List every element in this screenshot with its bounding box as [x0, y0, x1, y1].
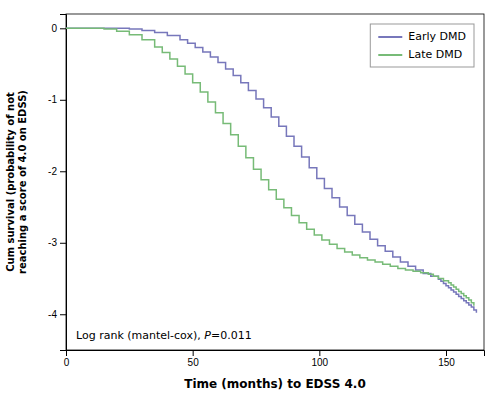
y-tick: -4: [48, 309, 66, 320]
plot: 0 50 100 150 0 -1 -2 -3 -4 Log rank (mantel-cox),…: [48, 14, 484, 368]
y-tick-label: -3: [48, 237, 57, 248]
annotation-part: =0.011: [211, 329, 252, 342]
y-tick-label: -2: [48, 166, 57, 177]
x-tick-label: 50: [188, 357, 200, 368]
x-axis: 0 50 100 150: [64, 350, 485, 368]
chart: 0 50 100 150 0 -1 -2 -3 -4 Log rank (mantel-cox),…: [0, 0, 500, 396]
legend-item: Late DMD: [378, 48, 462, 61]
x-tick: 50: [188, 350, 200, 368]
y-tick: -3: [48, 237, 66, 248]
x-tick: 150: [438, 350, 455, 368]
y-tick: -2: [48, 166, 66, 177]
y-axis-line: [60, 15, 67, 351]
y-tick: -1: [48, 94, 66, 105]
legend-item: Early DMD: [378, 30, 466, 43]
x-axis-line: [67, 351, 485, 357]
series-line: [66, 28, 474, 305]
y-axis: 0 -1 -2 -3 -4: [48, 15, 66, 351]
y-tick-label: -4: [48, 309, 57, 320]
y-tick-label: 0: [51, 23, 57, 34]
x-tick-mark: [319, 350, 320, 356]
series-line: [66, 28, 476, 313]
annotation-part: Log rank (mantel-cox),: [76, 329, 204, 342]
y-axis-title: Cum survival (probability of notreaching…: [5, 90, 28, 274]
legend: Early DMD Late DMD: [370, 24, 474, 67]
y-tick-mark: [60, 243, 66, 244]
x-tick-mark: [193, 350, 194, 356]
annotation: Log rank (mantel-cox), P=0.011: [76, 329, 252, 342]
y-tick-mark: [60, 28, 66, 29]
y-tick-label: -1: [48, 94, 57, 105]
y-tick-mark: [60, 100, 66, 101]
y-tick-mark: [60, 171, 66, 172]
y-tick-mark: [60, 314, 66, 315]
x-tick-label: 150: [438, 357, 455, 368]
legend-swatch: [378, 54, 402, 56]
legend-swatch: [378, 36, 402, 38]
legend-box: [370, 24, 474, 67]
y-tick: 0: [51, 23, 66, 34]
legend-label: Early DMD: [408, 30, 466, 43]
x-tick-label: 0: [64, 357, 70, 368]
x-axis-title: Time (months) to EDSS 4.0: [184, 377, 365, 391]
legend-label: Late DMD: [408, 48, 462, 61]
x-tick-label: 100: [311, 357, 328, 368]
x-tick: 0: [64, 350, 70, 368]
x-tick-mark: [446, 350, 447, 356]
series-group: [66, 28, 476, 313]
x-tick: 100: [311, 350, 328, 368]
plot-frame: [66, 14, 484, 350]
